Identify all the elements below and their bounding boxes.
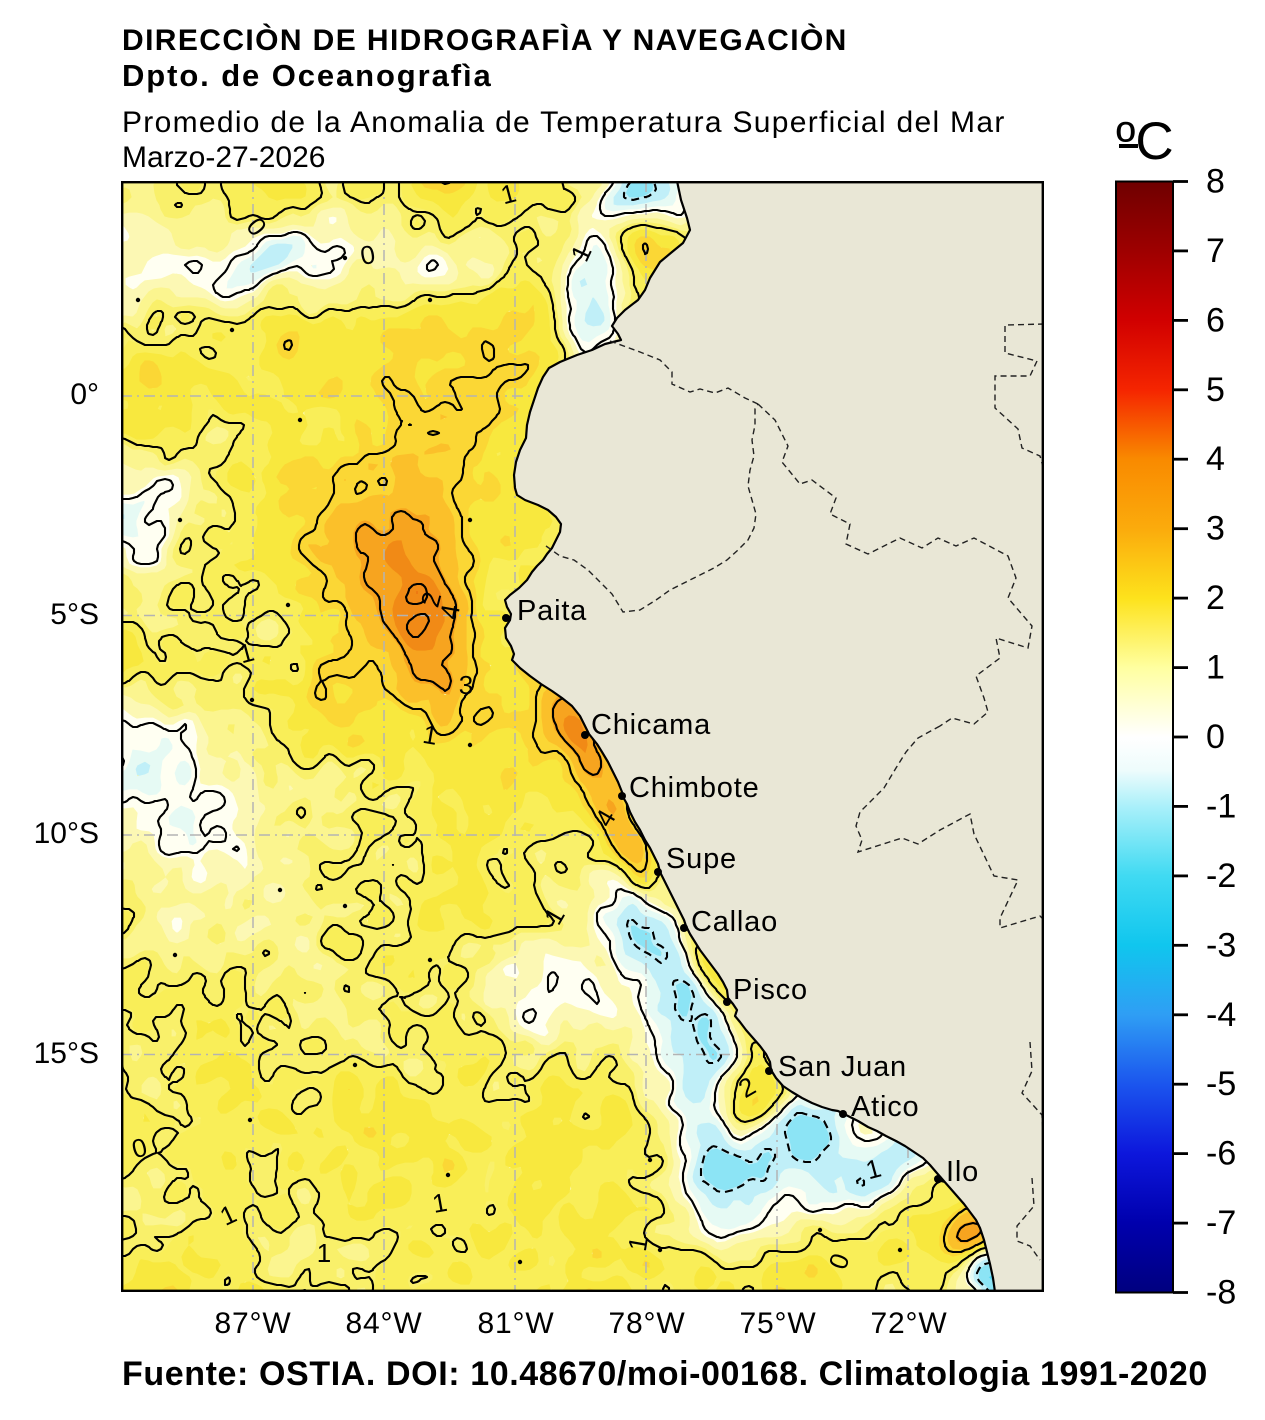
svg-text:1: 1 [317, 1238, 331, 1268]
svg-text:-6: -6 [1206, 1135, 1236, 1173]
svg-text:1: 1 [421, 719, 440, 751]
svg-text:4: 4 [434, 602, 466, 621]
svg-text:7: 7 [1206, 232, 1225, 270]
svg-text:6: 6 [1206, 301, 1225, 339]
svg-text:-7: -7 [1206, 1204, 1236, 1242]
svg-text:Chimbote: Chimbote [629, 772, 760, 804]
svg-text:4: 4 [1206, 440, 1225, 478]
svg-text:Ilo: Ilo [946, 1156, 979, 1188]
svg-text:8: 8 [1206, 163, 1225, 201]
svg-text:-4: -4 [1206, 996, 1236, 1034]
svg-text:-3: -3 [1206, 926, 1236, 964]
svg-text:Pisco: Pisco [733, 974, 808, 1006]
svg-text:Chicama: Chicama [591, 709, 711, 741]
svg-text:2: 2 [1206, 579, 1225, 617]
svg-text:-2: -2 [1206, 857, 1236, 895]
svg-text:1: 1 [498, 181, 520, 210]
svg-text:1: 1 [430, 1187, 449, 1219]
svg-text:1: 1 [622, 1234, 654, 1253]
svg-text:Callao: Callao [691, 906, 778, 938]
svg-text:5: 5 [1206, 371, 1225, 409]
svg-text:Atico: Atico [851, 1091, 919, 1123]
svg-text:0: 0 [358, 239, 377, 271]
svg-text:-1: -1 [1206, 787, 1236, 825]
svg-text:3: 3 [1206, 510, 1225, 548]
svg-text:Supe: Supe [666, 843, 737, 875]
svg-text:-5: -5 [1206, 1065, 1236, 1103]
svg-text:1: 1 [1206, 649, 1225, 687]
svg-text:3: 3 [459, 670, 473, 700]
svg-text:Paita: Paita [517, 595, 587, 627]
svg-text:0: 0 [1206, 718, 1225, 756]
svg-text:-8: -8 [1206, 1274, 1236, 1312]
svg-text:San Juan: San Juan [778, 1051, 907, 1083]
